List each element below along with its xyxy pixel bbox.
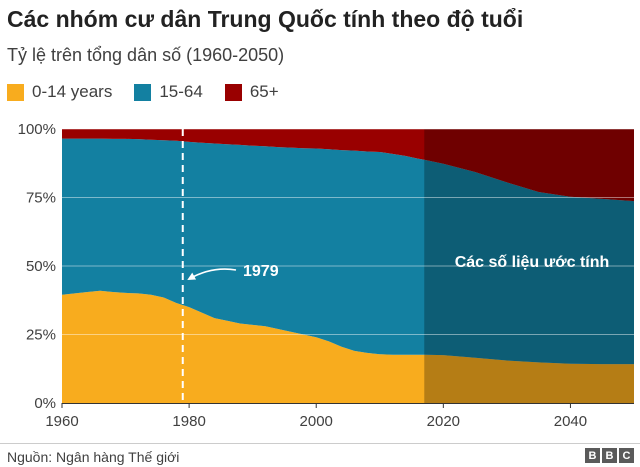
x-tick-label: 2020 [427, 413, 460, 430]
legend-swatch-0-14 [7, 83, 24, 101]
legend-label-15-64: 15-64 [159, 82, 203, 101]
x-tick-label: 1980 [172, 413, 205, 430]
y-tick-label: 75% [26, 190, 56, 207]
bbc-logo-letter: B [585, 448, 600, 463]
legend-label-65plus: 65+ [249, 82, 279, 101]
y-tick-label: 50% [26, 258, 56, 275]
y-tick-label: 100% [18, 121, 56, 138]
annotation-arrow [187, 268, 237, 280]
stacked-area-chart: Các số liệu ước tính 0% 25% 50% 75% 100% 1960… [18, 121, 634, 430]
bbc-logo: B B C [583, 448, 634, 463]
chart-subtitle: Tỷ lệ trên tổng dân số (1960-2050) [7, 45, 285, 65]
bbc-logo-letter: C [619, 448, 634, 463]
source-note: Nguồn: Ngân hàng Thế giới [7, 449, 180, 465]
projection-shade [424, 129, 634, 403]
projection-label: Các số liệu ước tính [455, 254, 610, 271]
area-series-0 [62, 290, 634, 403]
x-tick-label: 1960 [45, 413, 78, 430]
legend-swatch-15-64 [134, 83, 152, 101]
area-series-2 [62, 129, 634, 202]
footer-divider [0, 443, 640, 444]
y-tick-label: 0% [34, 395, 56, 412]
legend-label-0-14: 0-14 years [32, 82, 113, 101]
legend-swatch-65plus [224, 83, 242, 101]
legend-item-0-14: 0-14 years [7, 82, 112, 102]
area-series-1 [62, 138, 634, 365]
y-tick-label: 25% [26, 327, 56, 344]
legend-item-15-64: 15-64 [134, 82, 203, 102]
chart-title: Các nhóm cư dân Trung Quốc tính theo độ … [7, 6, 524, 32]
x-tick-label: 2000 [300, 413, 333, 430]
legend-item-65plus: 65+ [224, 82, 279, 102]
bbc-logo-letter: B [602, 448, 617, 463]
legend: 0-14 years 15-64 65+ [7, 82, 301, 102]
annotation-label: 1979 [243, 263, 279, 280]
x-tick-label: 2040 [554, 413, 587, 430]
